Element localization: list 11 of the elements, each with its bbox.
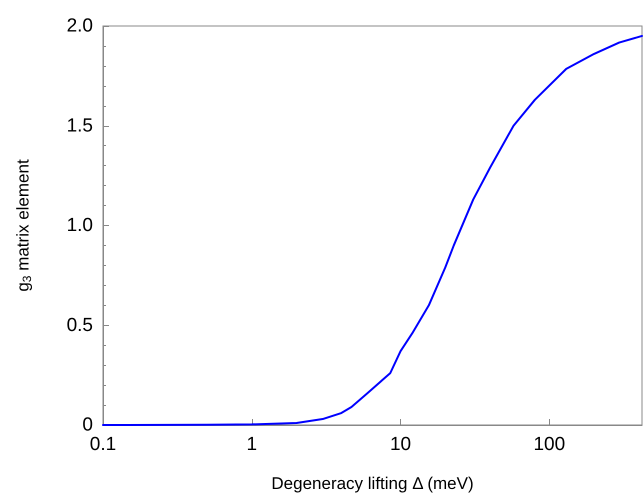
y-tick-label: 2.0 [66,16,93,36]
x-axis-title: Degeneracy lifting Δ (meV) [271,474,474,493]
y-tick-label: 1.0 [66,215,93,236]
y-tick-label: 1.5 [66,115,93,136]
x-tick-label: 10 [390,434,412,455]
y-tick-label: 0.5 [66,314,93,336]
x-tick-label: 1 [246,434,258,455]
x-tick-label: 0.1 [90,434,116,455]
y-axis-title: g3 matrix element [14,159,34,292]
y-tick-label: 0 [82,414,93,436]
x-tick-label: 100 [533,434,566,455]
